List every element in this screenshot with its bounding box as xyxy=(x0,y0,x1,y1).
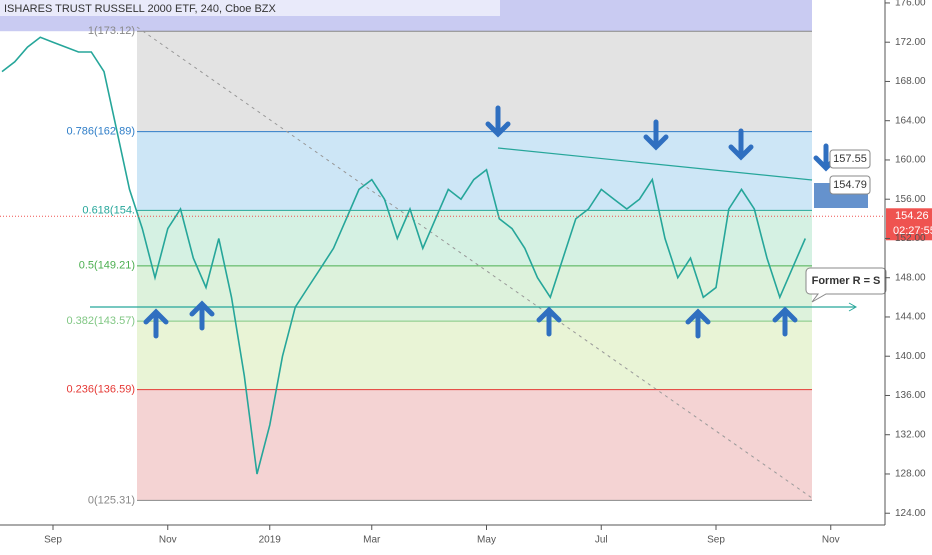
y-tick-label: 176.00 xyxy=(895,0,926,9)
y-tick-label: 168.00 xyxy=(895,76,926,87)
y-tick-label: 148.00 xyxy=(895,272,926,283)
y-tick-label: 156.00 xyxy=(895,194,926,205)
last-price-tag xyxy=(886,208,932,241)
callout-text: Former R = S xyxy=(812,275,881,287)
x-tick-label: Sep xyxy=(707,535,725,546)
down-arrow xyxy=(728,128,754,161)
up-arrow xyxy=(772,306,798,337)
up-arrow xyxy=(685,308,711,339)
y-tick-label: 152.00 xyxy=(895,233,926,244)
fib-label: 0.236(136.59) xyxy=(67,384,136,396)
fib-band xyxy=(137,131,812,211)
x-tick-label: Nov xyxy=(159,535,177,546)
fib-label: 0.618(154. xyxy=(82,204,135,216)
x-tick-label: Mar xyxy=(363,535,381,546)
x-tick-label: Sep xyxy=(44,535,62,546)
fib-label: 1(173.12) xyxy=(88,25,135,37)
x-tick-label: Jul xyxy=(595,535,608,546)
down-arrow xyxy=(485,105,511,138)
fib-label: 0.382(143.57) xyxy=(67,315,136,327)
countdown: 02:27:55 xyxy=(893,225,932,237)
y-tick-label: 140.00 xyxy=(895,351,926,362)
x-tick-label: Nov xyxy=(822,535,840,546)
fib-band xyxy=(137,265,812,322)
y-tick-label: 172.00 xyxy=(895,37,926,48)
callout-text: 157.55 xyxy=(833,153,867,165)
chart-title: ISHARES TRUST RUSSELL 2000 ETF, 240, Cbo… xyxy=(4,3,277,15)
y-tick-label: 164.00 xyxy=(895,115,926,126)
title-bg xyxy=(0,0,500,16)
x-tick-label: May xyxy=(477,535,496,546)
x-tick-label: 2019 xyxy=(259,535,282,546)
fib-label: 0(125.31) xyxy=(88,494,135,506)
y-tick-label: 124.00 xyxy=(895,508,926,519)
support-arrowhead xyxy=(848,302,858,312)
axes: 154.26 02:27:55 124.00 128.00 132.00 136.00 14… xyxy=(44,0,932,546)
up-arrow xyxy=(143,308,169,339)
up-arrow xyxy=(189,300,215,331)
last-price-label: 154.26 xyxy=(895,210,929,222)
arrows xyxy=(143,105,839,339)
down-arrow xyxy=(643,119,669,151)
plot xyxy=(0,36,885,475)
fib-label: 0.5(149.21) xyxy=(79,260,135,272)
y-tick-label: 132.00 xyxy=(895,429,926,440)
callout xyxy=(829,149,871,169)
y-tick-label: 128.00 xyxy=(895,469,926,480)
y-tick-label: 144.00 xyxy=(895,312,926,323)
fib-band xyxy=(137,31,812,132)
fib-label: 0.786(162.89) xyxy=(67,125,136,137)
y-tick-label: 136.00 xyxy=(895,390,926,401)
callout xyxy=(829,175,871,195)
up-arrow xyxy=(536,306,562,337)
callout-text: 154.79 xyxy=(833,179,867,191)
fib-band xyxy=(137,321,812,390)
fib-band xyxy=(137,210,812,266)
y-tick-label: 160.00 xyxy=(895,155,926,166)
price-line xyxy=(1,36,807,475)
resistance-line xyxy=(497,147,813,181)
fib-band xyxy=(137,389,812,501)
callout xyxy=(805,267,887,303)
